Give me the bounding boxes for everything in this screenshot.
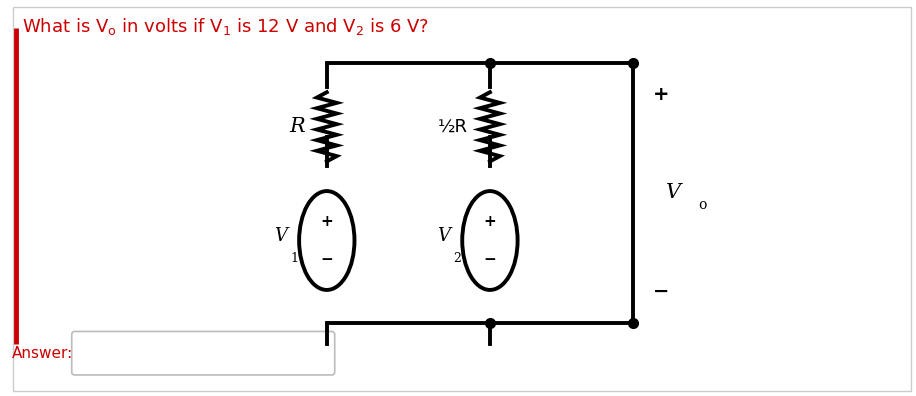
Text: +: +: [321, 214, 333, 229]
Text: V: V: [437, 227, 451, 245]
Text: V: V: [666, 183, 681, 202]
Text: 1: 1: [290, 252, 298, 265]
Text: −: −: [321, 252, 333, 267]
Text: −: −: [653, 282, 669, 301]
Text: o: o: [699, 198, 707, 212]
Text: +: +: [484, 214, 496, 229]
Text: What is $\mathregular{V_o}$ in volts if $\mathregular{V_1}$ is 12 V and $\mathre: What is $\mathregular{V_o}$ in volts if …: [22, 16, 430, 37]
Text: ½R: ½R: [438, 118, 468, 136]
Ellipse shape: [463, 191, 518, 290]
Text: −: −: [484, 252, 496, 267]
Text: Answer:: Answer:: [12, 346, 72, 361]
Ellipse shape: [300, 191, 354, 290]
Text: +: +: [653, 85, 670, 104]
Text: V: V: [274, 227, 288, 245]
Text: 2: 2: [453, 252, 462, 265]
FancyBboxPatch shape: [71, 331, 334, 375]
Text: R: R: [289, 117, 305, 136]
